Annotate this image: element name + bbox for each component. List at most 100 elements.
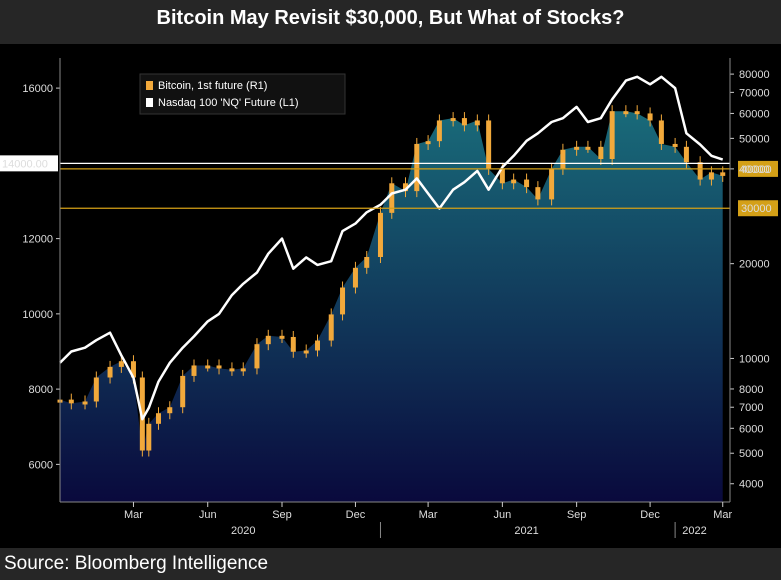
bitcoin-candle [303, 350, 309, 354]
bitcoin-candle [93, 377, 99, 402]
right-tick-label: 50000 [739, 133, 770, 145]
bitcoin-candle [107, 366, 113, 378]
bitcoin-candle [389, 183, 395, 213]
source-text: Source: Bloomberg Intelligence [4, 553, 269, 574]
bitcoin-candle [560, 149, 566, 169]
right-tick-label: 4000 [739, 479, 763, 491]
bitcoin-candle [180, 375, 186, 408]
bitcoin-candle [340, 287, 346, 315]
bitcoin-candle [549, 168, 555, 200]
left-tick-label: 8000 [29, 384, 53, 396]
bitcoin-candle [377, 212, 383, 257]
x-tick-label: Dec [640, 509, 660, 521]
right-tick-label: 40000 [739, 164, 770, 176]
bitcoin-candle [450, 118, 456, 122]
x-tick-label: Sep [567, 509, 587, 521]
bitcoin-candle [167, 407, 173, 414]
bitcoin-candle [436, 120, 442, 142]
bitcoin-candle [658, 120, 664, 144]
reference-label-box [738, 200, 778, 217]
reference-label: 14000.00 [2, 158, 48, 170]
right-tick-label: 60000 [739, 108, 770, 120]
bitcoin-candle [708, 172, 714, 180]
bitcoin-candle [598, 146, 604, 159]
bitcoin-candle [130, 361, 136, 378]
right-tick-label: 7000 [739, 402, 763, 414]
x-tick-label: Sep [272, 509, 292, 521]
bitcoin-candle [609, 111, 615, 159]
bitcoin-candle [414, 143, 420, 192]
legend-label-nasdaq: Nasdaq 100 'NQ' Future (L1) [158, 97, 299, 109]
legend-swatch-bitcoin [146, 81, 153, 90]
x-year-label: 2021 [514, 525, 538, 537]
bitcoin-candle [461, 118, 467, 126]
x-tick-label: Mar [419, 509, 438, 521]
bitcoin-candle [146, 423, 152, 451]
bitcoin-candle [486, 120, 492, 169]
reference-label-box [738, 160, 778, 177]
title-bar: Bitcoin May Revisit $30,000, But What of… [0, 0, 781, 44]
legend-label-bitcoin: Bitcoin, 1st future (R1) [158, 80, 267, 92]
right-tick-label: 8000 [739, 384, 763, 396]
right-tick-label: 6000 [739, 423, 763, 435]
bitcoin-candle [328, 314, 334, 341]
bitcoin-candle [82, 401, 88, 405]
bitcoin-candle [585, 146, 591, 150]
bitcoin-candle [524, 179, 530, 188]
x-tick-label: Dec [346, 509, 366, 521]
right-tick-label: 80000 [739, 69, 770, 81]
bitcoin-candle [155, 413, 161, 424]
right-tick-label: 20000 [739, 259, 770, 271]
left-tick-label: 12000 [22, 234, 53, 246]
bitcoin-candle [511, 179, 517, 184]
bitcoin-candle [402, 183, 408, 192]
bitcoin-candle [474, 120, 480, 126]
bitcoin-candle [290, 336, 296, 352]
right-tick-label: 5000 [739, 448, 763, 460]
bitcoin-candle [535, 187, 541, 200]
x-year-label: 2022 [682, 525, 706, 537]
source-bar: Source: Bloomberg Intelligence [0, 548, 781, 580]
bitcoin-candle [191, 365, 197, 376]
x-tick-label: Mar [713, 509, 732, 521]
legend-swatch-nasdaq [146, 98, 153, 107]
x-tick-label: Mar [124, 509, 143, 521]
bitcoin-candle [315, 340, 321, 351]
reference-label: 40000 [741, 164, 772, 176]
reference-label: 30000 [741, 203, 772, 215]
bitcoin-candle [265, 335, 271, 345]
bitcoin-candle [634, 111, 640, 115]
bitcoin-candle [229, 368, 235, 372]
bitcoin-candle [683, 146, 689, 163]
left-tick-label: 10000 [22, 309, 53, 321]
left-tick-label: 16000 [22, 83, 53, 95]
bitcoin-candle [68, 399, 74, 404]
bitcoin-candle [697, 162, 703, 180]
bitcoin-candle [720, 172, 726, 176]
left-tick-label: 6000 [29, 459, 53, 471]
chart-title: Bitcoin May Revisit $30,000, But What of… [156, 7, 625, 29]
nasdaq-line [59, 75, 724, 421]
bitcoin-candle [254, 344, 260, 369]
bitcoin-candle [352, 267, 358, 288]
x-tick-label: Jun [493, 509, 511, 521]
reference-label-box [0, 155, 58, 172]
bitcoin-area [60, 111, 723, 502]
right-tick-label: 10000 [739, 353, 770, 365]
x-tick-label: Jun [199, 509, 217, 521]
bitcoin-candle [364, 256, 370, 268]
right-tick-label: 70000 [739, 87, 770, 99]
chart-svg: 14000.00 40000 30000 6000 8000 10000 12000 1600… [0, 58, 778, 538]
bitcoin-candle [647, 113, 653, 121]
bitcoin-candle [574, 146, 580, 150]
bitcoin-candle [499, 168, 505, 184]
x-year-label: 2020 [231, 525, 255, 537]
bitcoin-candle [240, 368, 246, 372]
bitcoin-candle [672, 143, 678, 147]
chart-area: 14000.00 40000 30000 6000 8000 10000 12000 1600… [0, 44, 781, 548]
bitcoin-candle [216, 365, 222, 369]
bitcoin-candle [279, 335, 285, 339]
bitcoin-candle [623, 111, 629, 115]
legend-box [139, 73, 346, 115]
bitcoin-candle [425, 141, 431, 145]
